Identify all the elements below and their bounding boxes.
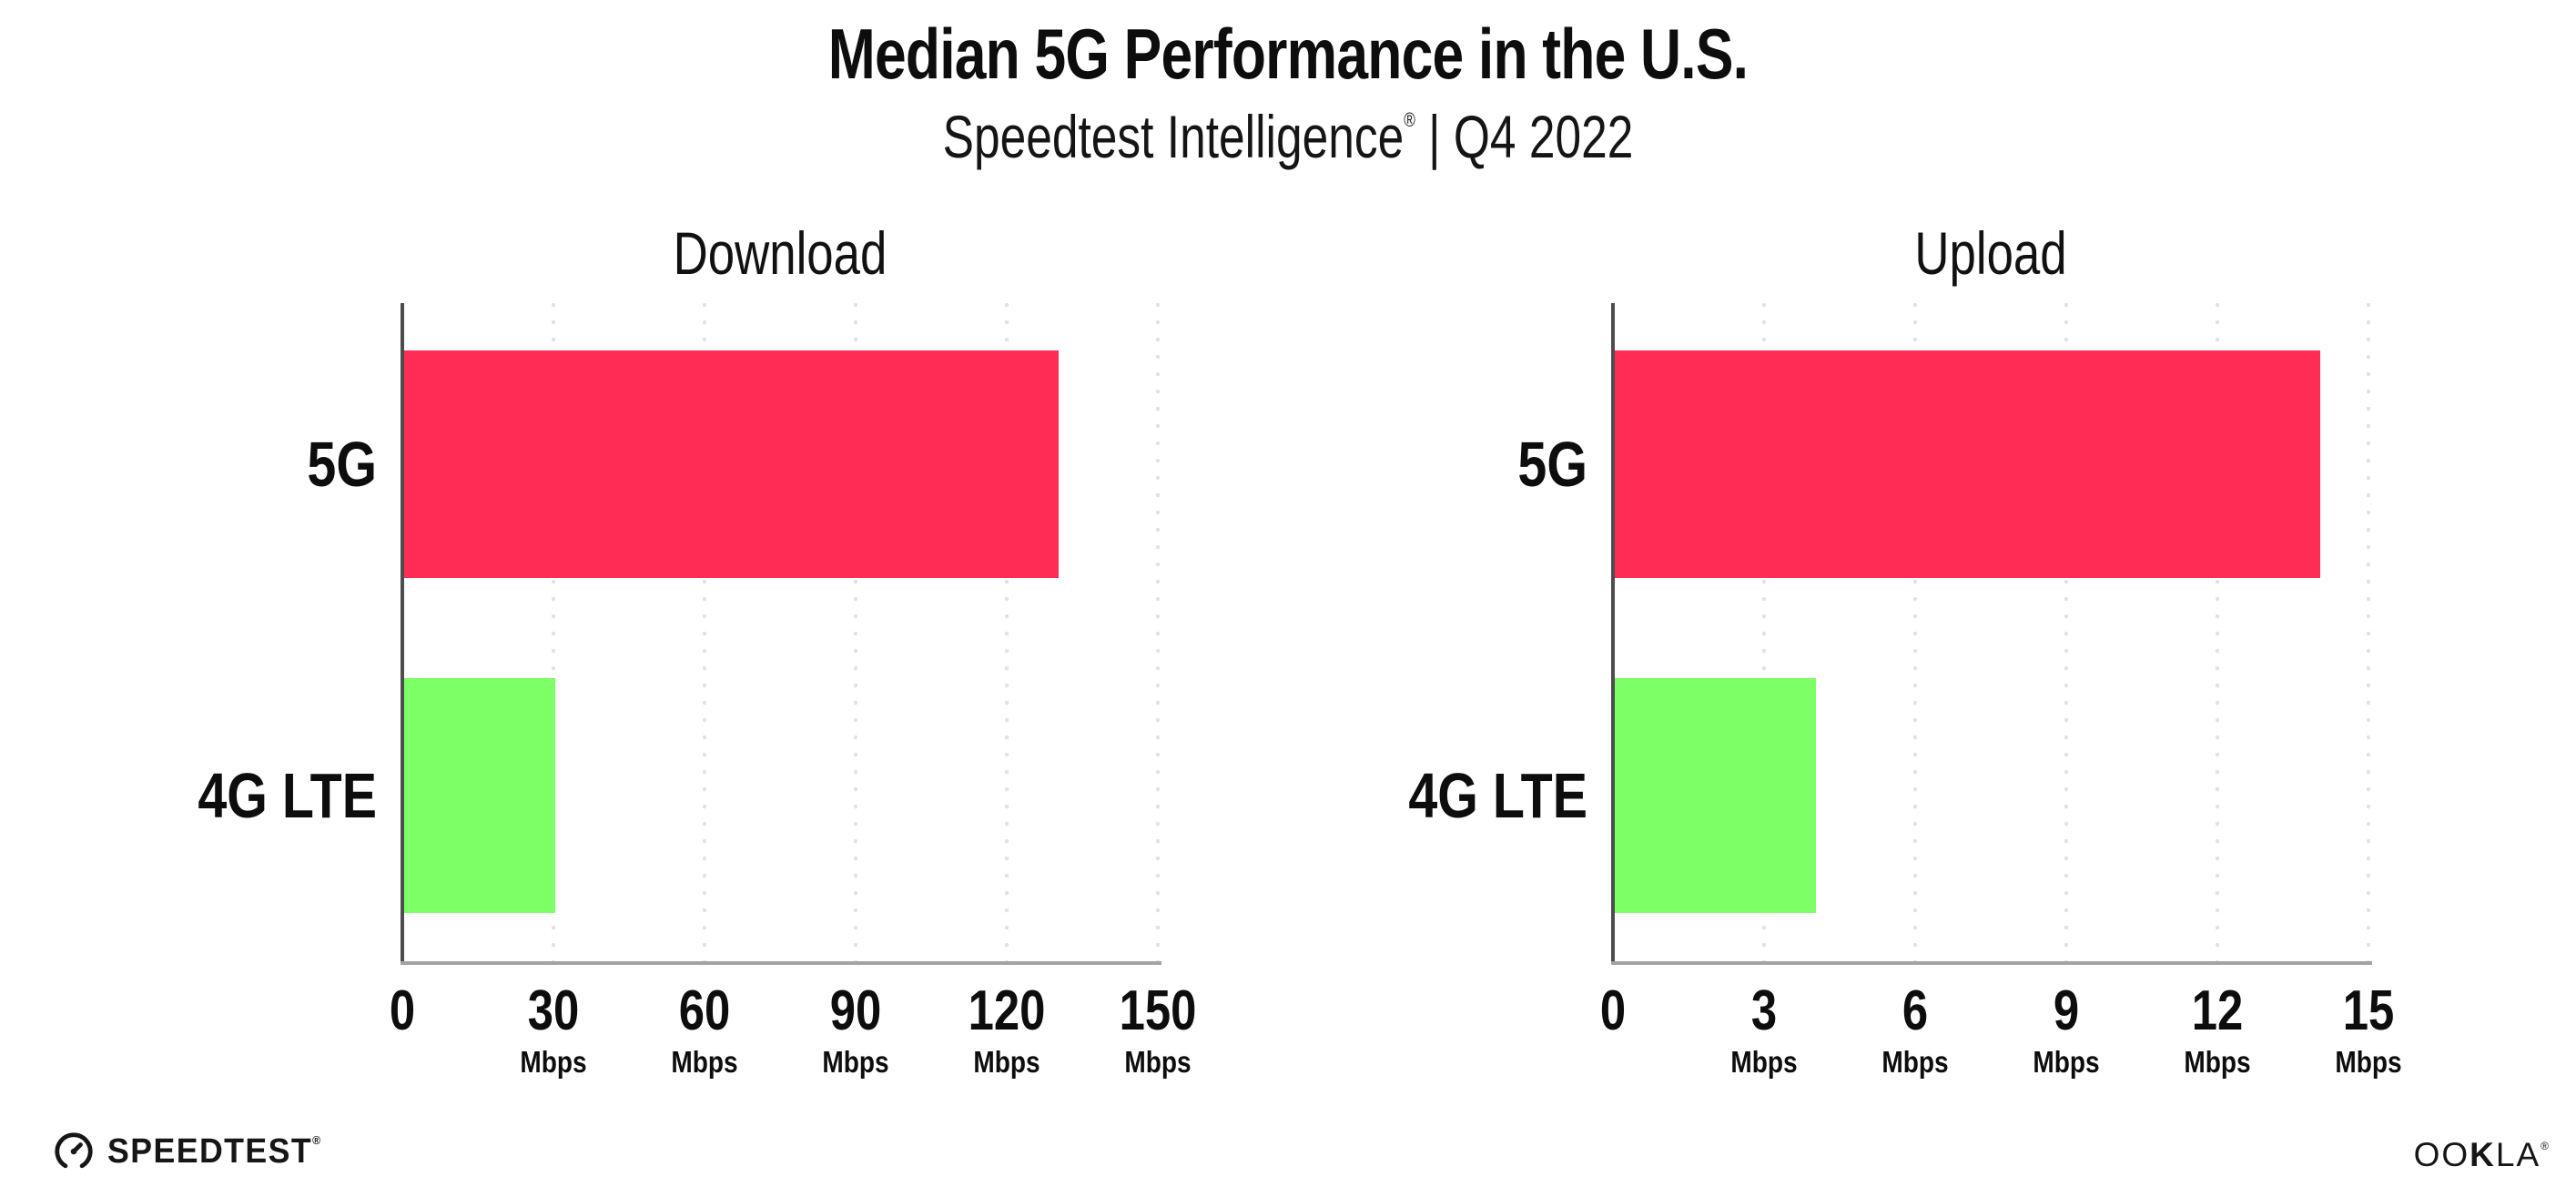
tick-label: 15 (2342, 979, 2395, 1042)
gridline (854, 303, 857, 961)
tick-unit-label: Mbps (1881, 1045, 1949, 1079)
subtitle-brand: Speedtest Intelligence (942, 103, 1405, 170)
gridline (1156, 303, 1160, 961)
tick-label: 6 (1902, 979, 1929, 1042)
bar-4g-lte (1615, 678, 1817, 913)
gridline (1762, 303, 1766, 961)
tick-label: 120 (968, 979, 1046, 1042)
bar-4g-lte (404, 678, 555, 913)
bar-5g (404, 350, 1060, 578)
x-axis-line (1611, 961, 2372, 965)
tick-label: 60 (678, 979, 731, 1042)
tick-unit-label: Mbps (2033, 1045, 2100, 1079)
chart-title: Download (673, 219, 887, 287)
speedtest-gauge-icon (53, 1131, 95, 1172)
category-label: 5G (1517, 429, 1587, 500)
tick-label: 30 (527, 979, 580, 1042)
gridline (1005, 303, 1009, 961)
registered-mark-icon: ® (312, 1132, 321, 1147)
ookla-k-glyph: K (2470, 1136, 2496, 1173)
tick-unit-label: Mbps (671, 1045, 738, 1079)
gridline (2367, 303, 2370, 961)
page-title: Median 5G Performance in the U.S. (827, 14, 1749, 94)
speedtest-wordmark: SPEEDTEST® (107, 1131, 321, 1171)
tick-unit-label: Mbps (1730, 1045, 1798, 1079)
tick-label: 0 (1599, 979, 1627, 1042)
tick-unit-label: Mbps (2184, 1045, 2251, 1079)
registered-mark-icon: ® (1404, 108, 1415, 131)
tick-unit-label: Mbps (520, 1045, 587, 1079)
gridline (2216, 303, 2219, 961)
tick-unit-label: Mbps (2335, 1045, 2402, 1079)
gridline (2064, 303, 2068, 961)
tick-label: 90 (829, 979, 882, 1042)
y-axis-line (401, 303, 404, 965)
subtitle-period: | Q4 2022 (1415, 103, 1634, 170)
gridline (703, 303, 706, 961)
tick-unit-label: Mbps (822, 1045, 889, 1079)
ookla-logo: OOKLA® (2413, 1136, 2549, 1173)
gridline (552, 303, 555, 961)
tick-unit-label: Mbps (973, 1045, 1040, 1079)
page-subtitle: Speedtest Intelligence® | Q4 2022 (943, 102, 1634, 171)
category-label: 4G LTE (198, 760, 377, 831)
chart-title: Upload (1914, 219, 2067, 287)
tick-unit-label: Mbps (1124, 1045, 1192, 1079)
tick-label: 9 (2053, 979, 2080, 1042)
category-label: 4G LTE (1408, 760, 1587, 831)
y-axis-line (1611, 303, 1615, 965)
bar-5g (1615, 350, 2320, 578)
speedtest-logo: SPEEDTEST® (53, 1131, 334, 1172)
tick-label: 3 (1750, 979, 1778, 1042)
x-axis-line (401, 961, 1161, 965)
category-label: 5G (307, 429, 377, 500)
registered-mark-icon: ® (2541, 1140, 2549, 1152)
tick-label: 12 (2191, 979, 2244, 1042)
gridline (1913, 303, 1917, 961)
tick-label: 150 (1119, 979, 1197, 1042)
tick-label: 0 (389, 979, 416, 1042)
